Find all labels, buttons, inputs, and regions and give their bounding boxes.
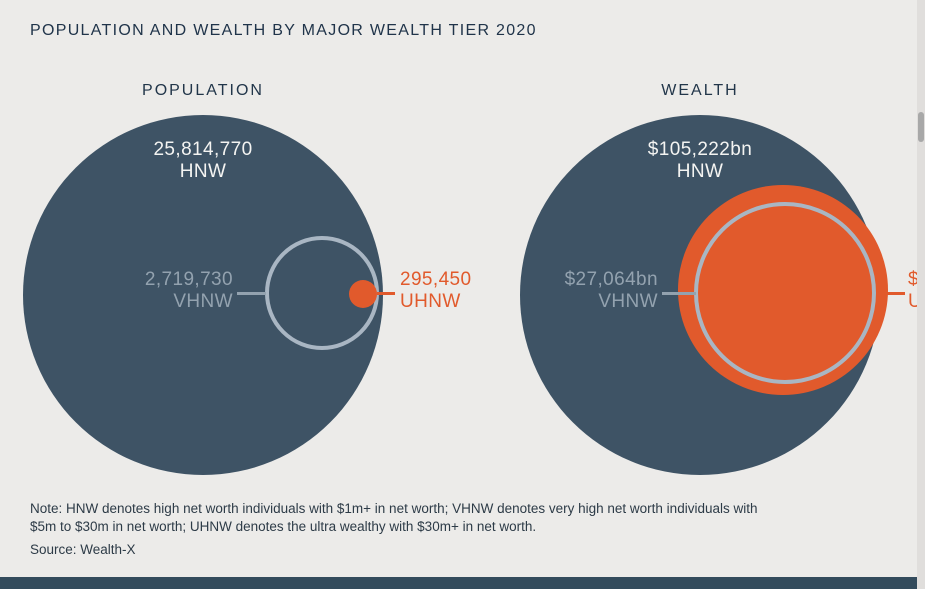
population-hnw-value: 25,814,770 — [153, 139, 253, 160]
population-chart-header: POPULATION — [142, 82, 264, 99]
wealth-vhnw-tier: VHNW — [598, 291, 658, 312]
population-vhnw-tier: VHNW — [173, 291, 233, 312]
population-uhnw-label: 295,450 UHNW — [400, 269, 520, 313]
population-vhnw-value: 2,719,730 — [144, 269, 233, 290]
wealth-chart-header: WEALTH — [661, 82, 739, 99]
population-vhnw-label: 2,719,730 VHNW — [84, 269, 233, 313]
wealth-uhnw-connector-line — [886, 292, 905, 295]
wealth-vhnw-value: $27,064bn — [564, 269, 658, 290]
population-uhnw-value: 295,450 — [400, 269, 472, 290]
footnote-line-2: $5m to $30m in net worth; UHNW denotes t… — [30, 519, 537, 534]
source-credit: Source: Wealth-X — [30, 542, 136, 557]
population-uhnw-connector-line — [377, 292, 395, 295]
wealth-hnw-value: $105,222bn — [647, 139, 753, 160]
footnote: Note: HNW denotes high net worth individ… — [30, 500, 900, 536]
footnote-line-1: Note: HNW denotes high net worth individ… — [30, 501, 758, 516]
wealth-vhnw-ring — [694, 202, 876, 384]
wealth-vhnw-label: $27,064bn VHNW — [430, 269, 658, 313]
population-hnw-tier: HNW — [179, 161, 227, 182]
population-uhnw-circle — [349, 280, 377, 308]
population-uhnw-tier: UHNW — [400, 291, 461, 312]
scrollbar-thumb[interactable] — [918, 112, 924, 142]
wealth-hnw-tier: HNW — [676, 161, 724, 182]
wealth-vhnw-connector-line — [662, 292, 696, 295]
population-hnw-label: 25,814,770 HNW — [23, 139, 383, 183]
wealth-hnw-label: $105,222bn HNW — [520, 139, 880, 183]
scrollbar-track[interactable] — [917, 0, 925, 589]
page-title: POPULATION AND WEALTH BY MAJOR WEALTH TI… — [30, 22, 537, 39]
population-vhnw-connector-line — [237, 292, 266, 295]
footer-band — [0, 577, 925, 589]
